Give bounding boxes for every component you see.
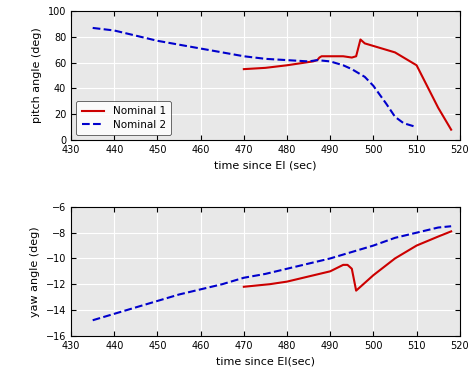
Nominal 1 <box>317 55 322 60</box>
Nominal 2 <box>176 43 182 47</box>
Nominal 2 <box>349 67 355 71</box>
Nominal 1 <box>301 60 307 65</box>
Nominal 2 <box>314 58 320 62</box>
Y-axis label: yaw angle (deg): yaw angle (deg) <box>30 226 40 317</box>
Nominal 1 <box>314 58 320 62</box>
Nominal 2 <box>155 38 160 43</box>
Nominal 2 <box>219 50 225 54</box>
Nominal 1 <box>392 50 398 54</box>
Nominal 1 <box>263 66 268 70</box>
Nominal 2 <box>241 54 246 59</box>
X-axis label: time since EI(sec): time since EI(sec) <box>216 356 315 366</box>
Nominal 2 <box>284 58 290 62</box>
Nominal 2 <box>414 125 419 129</box>
Nominal 1 <box>362 41 368 46</box>
Nominal 1 <box>371 44 376 48</box>
Nominal 1 <box>435 106 441 110</box>
Nominal 1 <box>310 59 316 64</box>
Nominal 2 <box>401 121 407 125</box>
Nominal 2 <box>392 115 398 119</box>
Nominal 1 <box>357 37 363 42</box>
Nominal 1 <box>414 63 419 68</box>
Line: Nominal 2: Nominal 2 <box>93 28 417 127</box>
Legend: Nominal 1, Nominal 2: Nominal 1, Nominal 2 <box>76 101 171 135</box>
Nominal 1 <box>328 54 333 59</box>
Nominal 2 <box>198 46 203 51</box>
Nominal 2 <box>362 75 368 79</box>
Nominal 2 <box>371 84 376 88</box>
Nominal 2 <box>263 57 268 61</box>
Nominal 1 <box>353 54 359 59</box>
Nominal 2 <box>340 63 346 68</box>
Nominal 1 <box>241 67 246 71</box>
Line: Nominal 1: Nominal 1 <box>244 40 451 130</box>
Nominal 2 <box>111 28 117 33</box>
X-axis label: time since EI (sec): time since EI (sec) <box>214 160 317 170</box>
Nominal 1 <box>448 128 454 132</box>
Nominal 1 <box>284 63 290 68</box>
Nominal 1 <box>319 54 324 59</box>
Nominal 2 <box>306 59 311 64</box>
Nominal 2 <box>133 34 139 38</box>
Nominal 2 <box>383 102 389 106</box>
Nominal 1 <box>349 55 355 60</box>
Nominal 2 <box>328 59 333 64</box>
Nominal 1 <box>340 54 346 59</box>
Y-axis label: pitch angle (deg): pitch angle (deg) <box>32 28 42 123</box>
Nominal 2 <box>90 26 96 30</box>
